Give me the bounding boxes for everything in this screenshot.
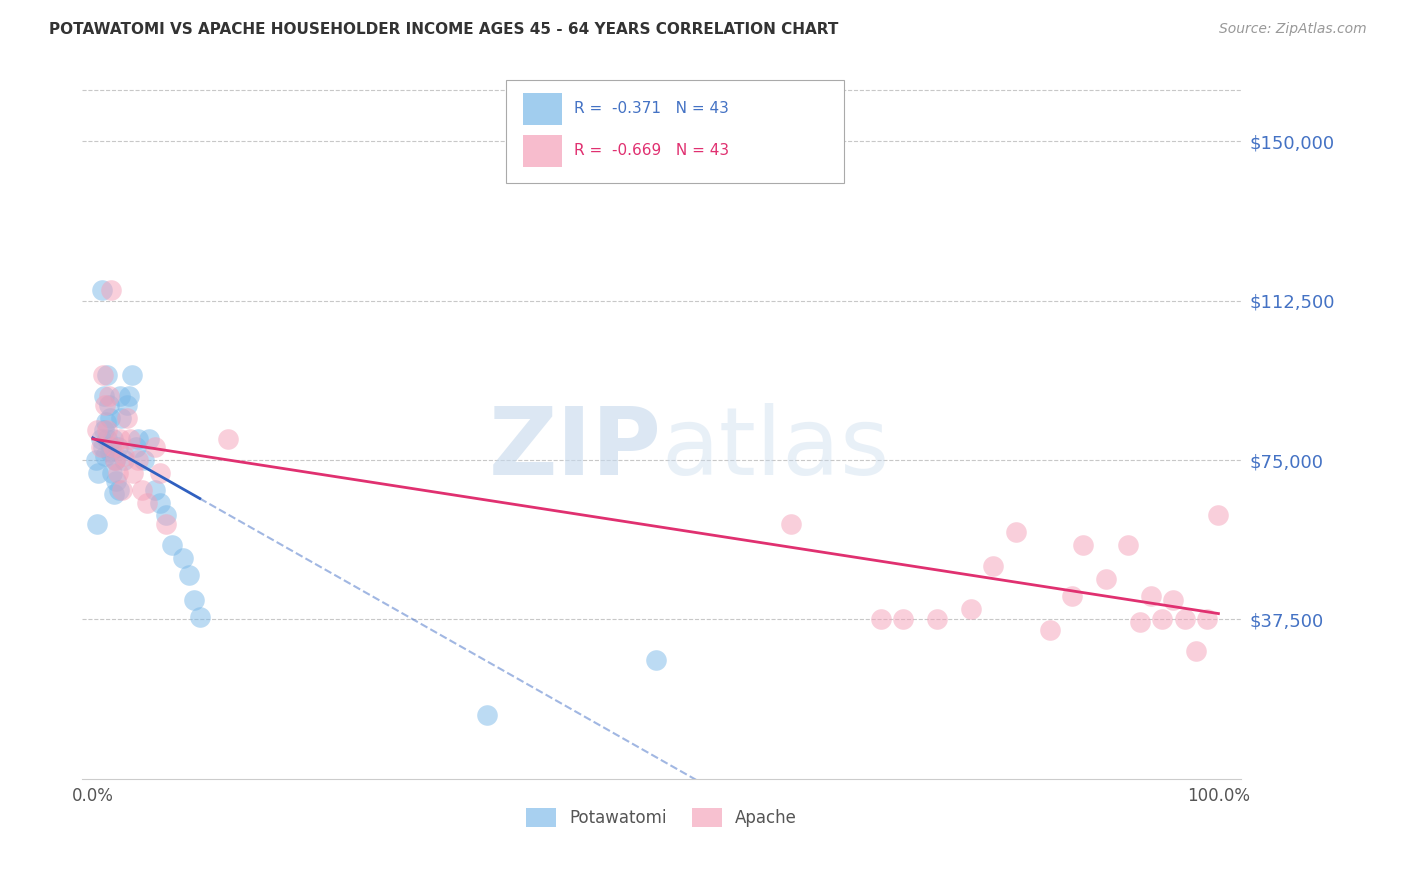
Point <box>149 466 172 480</box>
Point <box>644 653 666 667</box>
Point <box>1004 525 1026 540</box>
Point <box>475 708 498 723</box>
Point <box>86 516 108 531</box>
Point <box>132 453 155 467</box>
Point <box>135 495 157 509</box>
Point <box>104 453 127 467</box>
Point <box>959 602 981 616</box>
Point <box>1185 644 1208 658</box>
Point <box>127 432 149 446</box>
Point <box>1062 589 1084 603</box>
Point <box>107 483 129 497</box>
Point <box>91 368 114 382</box>
Point <box>96 432 118 446</box>
Point <box>107 440 129 454</box>
Point <box>1095 572 1118 586</box>
Text: Source: ZipAtlas.com: Source: ZipAtlas.com <box>1219 22 1367 37</box>
Point <box>86 423 108 437</box>
Point <box>97 389 120 403</box>
Text: POTAWATOMI VS APACHE HOUSEHOLDER INCOME AGES 45 - 64 YEARS CORRELATION CHART: POTAWATOMI VS APACHE HOUSEHOLDER INCOME … <box>49 22 838 37</box>
Point <box>188 610 211 624</box>
Point <box>121 368 143 382</box>
Point <box>108 389 131 403</box>
Point <box>84 453 107 467</box>
Point <box>100 440 122 454</box>
Point <box>183 593 205 607</box>
Point <box>91 440 114 454</box>
Point <box>925 612 948 626</box>
Point <box>118 389 141 403</box>
Point <box>1197 612 1219 626</box>
Point <box>1163 593 1185 607</box>
Point <box>105 475 128 489</box>
Point <box>1174 612 1197 626</box>
Point <box>115 410 138 425</box>
Point <box>779 516 801 531</box>
Point <box>172 550 194 565</box>
Point <box>869 612 891 626</box>
Point <box>131 483 153 497</box>
Point <box>96 423 118 437</box>
Point <box>115 398 138 412</box>
Point <box>1208 508 1230 523</box>
Point <box>90 283 112 297</box>
Point <box>101 432 124 446</box>
Point <box>177 567 200 582</box>
Point <box>112 449 135 463</box>
Point <box>97 398 120 412</box>
Point <box>1140 589 1163 603</box>
Text: R =  -0.669   N = 43: R = -0.669 N = 43 <box>574 144 728 158</box>
Point <box>1152 612 1174 626</box>
Point <box>155 508 177 523</box>
Point <box>1118 538 1140 552</box>
Point <box>981 559 1004 574</box>
Point <box>108 432 131 446</box>
Point <box>98 444 121 458</box>
Point <box>143 483 166 497</box>
Point <box>104 453 127 467</box>
Point <box>90 432 112 446</box>
Point <box>101 466 124 480</box>
Text: atlas: atlas <box>661 403 890 495</box>
Point <box>217 432 239 446</box>
Point <box>96 415 118 429</box>
Point <box>160 538 183 552</box>
Point <box>149 495 172 509</box>
Point <box>100 283 122 297</box>
Point <box>122 466 145 480</box>
Point <box>143 440 166 454</box>
Point <box>96 368 118 382</box>
Point <box>94 449 117 463</box>
Text: ZIP: ZIP <box>488 403 661 495</box>
Point <box>155 516 177 531</box>
Point <box>94 398 117 412</box>
Text: R =  -0.371   N = 43: R = -0.371 N = 43 <box>574 102 728 116</box>
Point <box>127 453 149 467</box>
Point <box>101 440 124 454</box>
Point <box>1129 615 1152 629</box>
Point <box>1073 538 1095 552</box>
Point <box>90 440 112 454</box>
Point <box>138 432 160 446</box>
Point <box>112 453 135 467</box>
Point <box>98 410 121 425</box>
Point <box>93 389 115 403</box>
Point <box>1039 623 1062 637</box>
Point <box>107 466 129 480</box>
Point <box>110 410 132 425</box>
Point <box>103 487 125 501</box>
Legend: Potawatomi, Apache: Potawatomi, Apache <box>519 801 803 834</box>
Point <box>124 440 146 454</box>
Point <box>118 432 141 446</box>
Point <box>111 483 134 497</box>
Point <box>891 612 914 626</box>
Point <box>93 423 115 437</box>
Point <box>87 466 110 480</box>
